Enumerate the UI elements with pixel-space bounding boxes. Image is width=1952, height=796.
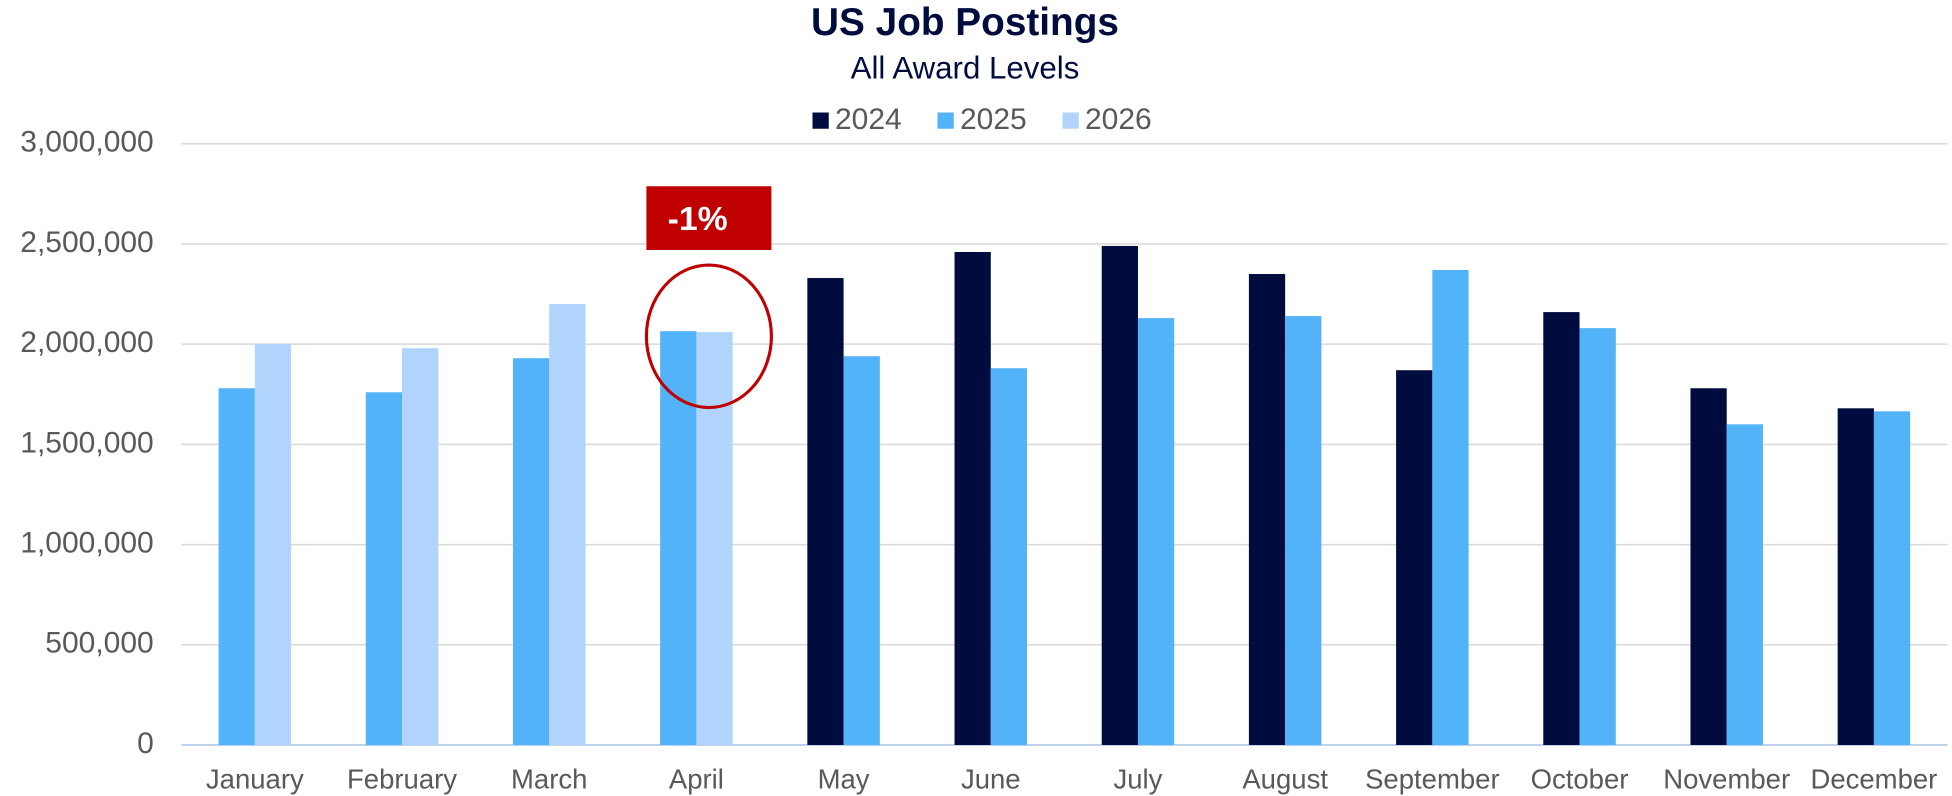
y-tick-label: 1,000,000 — [20, 527, 153, 560]
y-tick-label: 1,500,000 — [20, 426, 153, 459]
y-tick-label: 0 — [137, 727, 154, 760]
bar — [1837, 408, 1874, 745]
bar — [1873, 411, 1911, 745]
annotation-circle — [644, 263, 773, 410]
y-tick-label: 2,500,000 — [20, 226, 153, 259]
x-tick-label: December — [1810, 764, 1937, 795]
legend-swatch — [937, 112, 954, 129]
bar — [1396, 370, 1433, 745]
bar — [990, 368, 1028, 745]
y-tick-label: 500,000 — [45, 627, 153, 660]
bar — [1101, 245, 1138, 745]
bar — [1432, 270, 1469, 745]
bar — [254, 344, 292, 745]
x-tick-label: February — [347, 764, 457, 795]
y-tick-label: 3,000,000 — [20, 126, 153, 159]
bar — [402, 348, 439, 745]
bar — [954, 251, 991, 745]
bar — [512, 358, 550, 745]
x-tick-label: January — [206, 764, 304, 795]
annotation-text: -1% — [668, 200, 728, 238]
bar — [1726, 424, 1763, 745]
legend-swatch — [812, 112, 829, 129]
bar — [1248, 274, 1286, 745]
x-tick-label: April — [669, 764, 724, 795]
bar — [1285, 316, 1322, 745]
x-tick-label: September — [1365, 764, 1500, 795]
bar — [218, 388, 255, 745]
x-tick-label: August — [1242, 764, 1328, 795]
x-tick-label: July — [1114, 764, 1163, 795]
legend-swatch — [1062, 112, 1079, 129]
bar — [549, 304, 586, 745]
bar — [807, 278, 844, 745]
x-tick-label: March — [511, 764, 587, 795]
x-tick-label: May — [818, 764, 870, 795]
bar — [1137, 318, 1175, 745]
legend-label: 2024 — [835, 103, 902, 136]
x-tick-label: November — [1663, 764, 1790, 795]
legend-label: 2026 — [1085, 103, 1152, 136]
bar — [1579, 328, 1616, 745]
x-tick-label: June — [961, 764, 1021, 795]
bar — [1543, 312, 1580, 745]
bar — [1690, 388, 1727, 745]
bar — [696, 332, 733, 745]
x-tick-label: October — [1531, 764, 1629, 795]
bar — [843, 356, 880, 745]
chart-subtitle: All Award Levels — [851, 50, 1080, 85]
legend-label: 2025 — [960, 103, 1027, 136]
annotation-box — [646, 186, 772, 250]
bar — [660, 331, 697, 745]
y-tick-label: 2,000,000 — [20, 326, 153, 359]
bar — [365, 392, 403, 745]
chart-title: US Job Postings — [811, 1, 1119, 44]
